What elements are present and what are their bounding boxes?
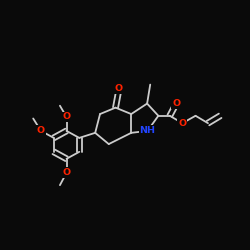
Text: O: O: [178, 119, 186, 128]
Text: O: O: [172, 99, 180, 108]
Text: O: O: [62, 112, 70, 122]
Text: O: O: [37, 126, 45, 136]
Text: O: O: [62, 168, 70, 177]
Text: NH: NH: [140, 126, 156, 136]
Text: O: O: [115, 84, 123, 93]
